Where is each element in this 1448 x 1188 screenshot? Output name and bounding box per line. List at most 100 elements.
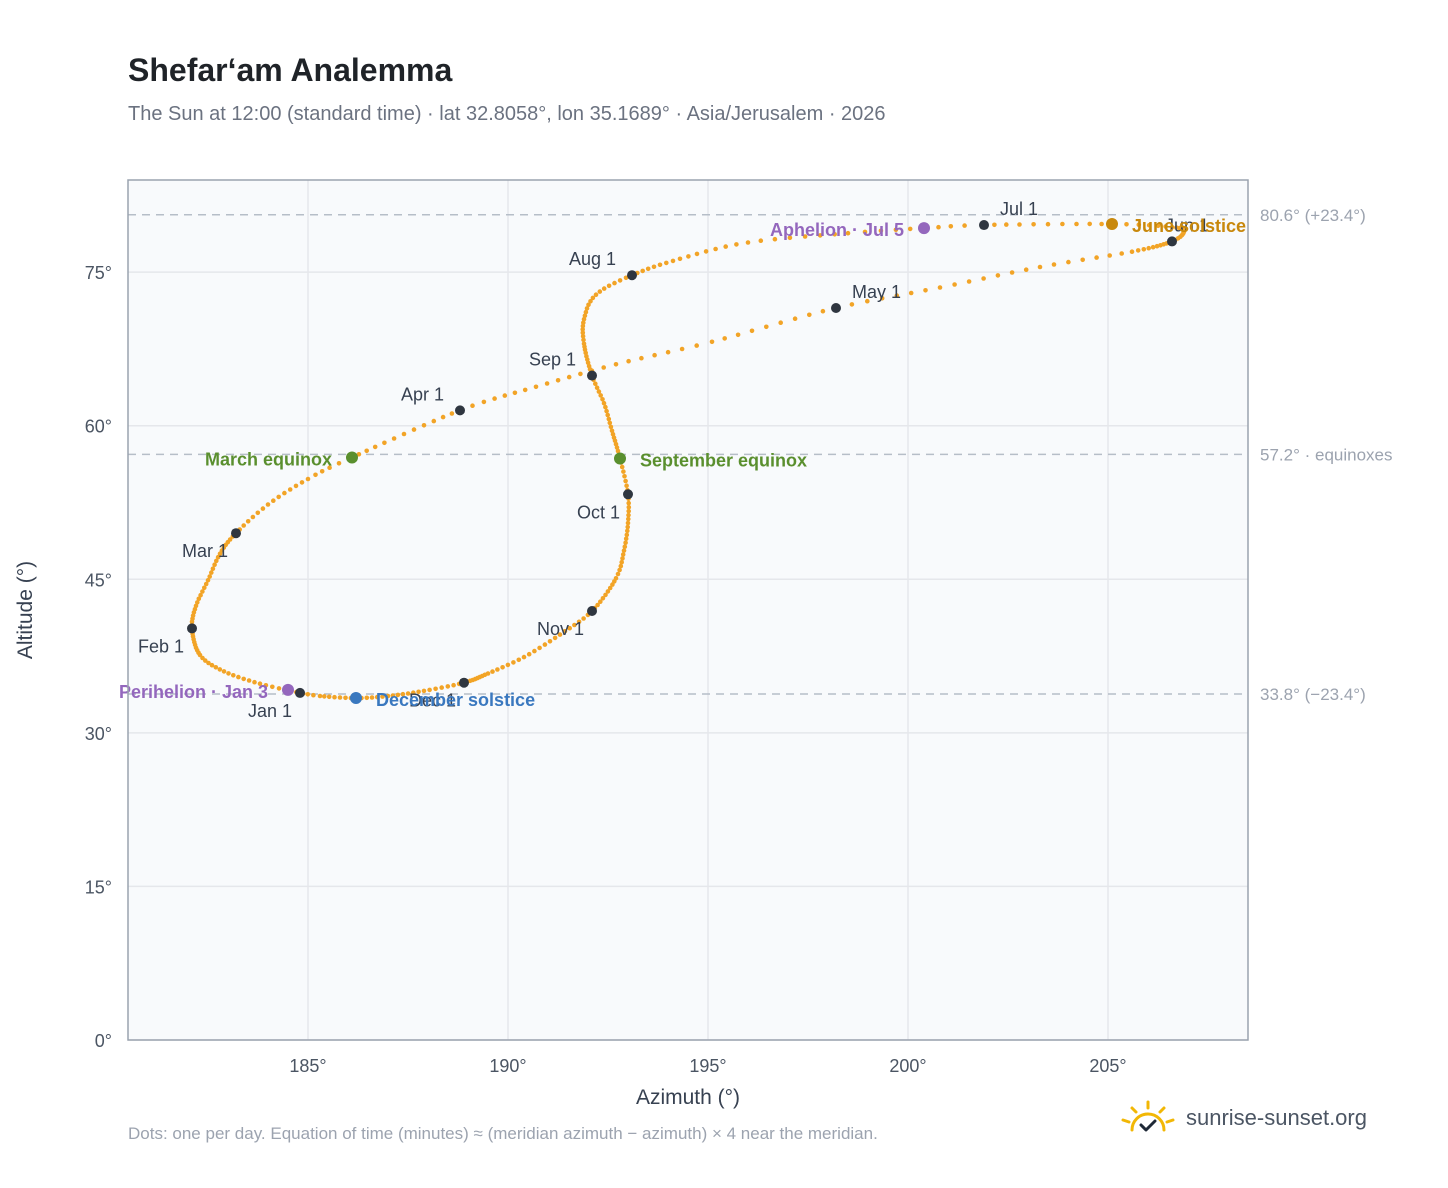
month-dot [295, 687, 305, 698]
x-tick-label: 200° [889, 1056, 926, 1076]
day-dot [209, 662, 215, 668]
day-dot [581, 316, 587, 322]
event-label: December solstice [376, 690, 535, 710]
month-dot [187, 623, 197, 634]
chart-title: Shefar‘am Analemma [128, 52, 453, 88]
brand[interactable]: sunrise-sunset.org [1120, 1100, 1367, 1136]
day-dot [605, 589, 611, 594]
day-dot [772, 236, 778, 242]
day-dot [374, 694, 380, 700]
day-dot [832, 232, 837, 237]
month-label: Aug 1 [569, 249, 616, 269]
day-dot [749, 328, 755, 334]
day-dot [734, 242, 739, 247]
event-label: Aphelion · Jul 5 [770, 220, 904, 240]
day-dot [686, 254, 691, 259]
day-dot [1094, 255, 1099, 260]
day-dot [603, 592, 608, 598]
day-dot [617, 278, 623, 283]
day-dot [703, 249, 709, 254]
brand-name[interactable]: sunrise-sunset.org [1186, 1105, 1367, 1130]
day-dot [195, 600, 200, 605]
day-dot [652, 352, 657, 358]
day-dot [322, 694, 327, 699]
day-dot [202, 585, 207, 591]
day-dot [1154, 243, 1160, 249]
day-dot [210, 566, 216, 571]
day-dot [862, 229, 868, 235]
day-dot [584, 306, 590, 311]
day-dot [625, 520, 631, 526]
day-dot [580, 330, 586, 336]
day-dot [588, 299, 593, 304]
day-dot [427, 687, 432, 693]
month-dot [587, 370, 597, 381]
day-dot [694, 343, 699, 348]
footnote: Dots: one per day. Equation of time (min… [128, 1124, 878, 1143]
day-dot [557, 632, 563, 637]
day-dot [236, 674, 241, 680]
day-dot [619, 559, 624, 565]
day-dot [343, 695, 348, 701]
day-dot [576, 619, 582, 625]
day-dot [400, 691, 406, 697]
day-dot [364, 448, 370, 454]
event-dot [282, 683, 294, 696]
sun-icon [1121, 1100, 1175, 1132]
day-dot [709, 339, 715, 345]
day-dot [992, 222, 997, 228]
day-dot [723, 244, 728, 249]
axis-ticks: 185° 190° 195° 200° 205° 0° 15° 30° 45° 60° 75° [85, 263, 1127, 1076]
day-dot [849, 302, 855, 307]
y-tick-label: 75° [85, 263, 112, 283]
day-dot [713, 246, 718, 252]
month-dot [627, 270, 637, 281]
day-dot [1066, 259, 1071, 265]
day-dot [451, 682, 456, 688]
month-label: Mar 1 [182, 541, 228, 561]
day-dot [995, 273, 1001, 278]
day-dot [526, 651, 532, 657]
day-dot [1119, 251, 1124, 256]
month-label: Jun 1 [1165, 215, 1209, 235]
day-dot [948, 224, 954, 229]
day-dot [625, 524, 630, 530]
x-tick-label: 185° [289, 1056, 326, 1076]
day-dot [807, 312, 812, 318]
day-dot [215, 554, 221, 560]
month-dot [231, 528, 241, 539]
day-dot [227, 537, 233, 542]
day-dot [500, 665, 505, 670]
day-dot [802, 234, 808, 239]
day-dot [1146, 245, 1151, 251]
day-dot [282, 490, 287, 496]
day-dot [287, 487, 293, 492]
event-dot [918, 222, 930, 235]
day-dot [260, 506, 266, 511]
day-dot [879, 296, 885, 301]
plot-area [128, 180, 1248, 1040]
day-dot [265, 502, 271, 507]
day-dot [936, 224, 941, 230]
day-dot [372, 444, 378, 450]
day-dot [626, 500, 631, 506]
day-dot [578, 371, 583, 377]
day-dot [1099, 221, 1104, 227]
day-dot [596, 389, 602, 394]
day-dot [395, 692, 401, 698]
month-dot [979, 220, 989, 231]
day-dot [621, 469, 626, 474]
day-dot [593, 381, 598, 387]
day-dot [205, 578, 211, 583]
month-label: Oct 1 [577, 502, 620, 522]
day-dot [293, 483, 299, 489]
day-dot [516, 657, 522, 663]
day-dot [255, 510, 261, 516]
day-dot [226, 671, 231, 676]
day-dot [502, 393, 508, 398]
day-dot [607, 420, 613, 426]
day-dot [250, 514, 256, 520]
day-dot [317, 693, 323, 699]
event-markers: March equinox September equinox June solst… [119, 216, 1246, 710]
day-dot [492, 396, 497, 401]
